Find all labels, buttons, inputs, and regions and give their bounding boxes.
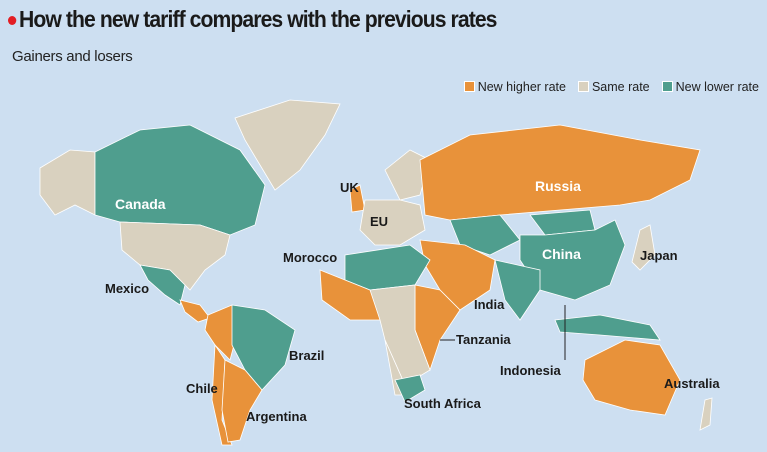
region-india: [494, 259, 541, 321]
label-tanzania: Tanzania: [456, 332, 511, 347]
chart-title: How the new tariff compares with the pre…: [8, 6, 497, 33]
region-usa: [119, 221, 231, 291]
label-japan: Japan: [640, 248, 678, 263]
region-mexico: [139, 264, 186, 306]
title-dot-icon: [8, 16, 17, 26]
subtitle: Gainers and losers: [12, 48, 133, 65]
legend-label: New lower rate: [675, 80, 759, 94]
label-eu: EU: [370, 214, 389, 229]
region-north-africa: [344, 244, 431, 291]
label-south-africa: South Africa: [404, 396, 481, 411]
legend-swatch-higher: [463, 81, 475, 92]
region-indonesia: [554, 314, 661, 341]
label-uk: UK: [340, 180, 359, 195]
region-australia: [582, 339, 681, 416]
label-india: India: [474, 297, 505, 312]
region-alaska: [39, 149, 96, 216]
label-canada: Canada: [115, 196, 166, 212]
label-chile: Chile: [186, 381, 218, 396]
label-indonesia: Indonesia: [500, 363, 561, 378]
region-brazil: [231, 304, 296, 391]
legend-label: Same rate: [591, 80, 650, 94]
region-greenland: [234, 99, 341, 191]
region-canada: [94, 124, 266, 236]
label-china: China: [542, 246, 581, 262]
region-south-africa: [394, 374, 426, 403]
label-australia: Australia: [664, 376, 720, 391]
region-eu: [359, 199, 426, 246]
label-brazil: Brazil: [289, 348, 325, 363]
region-central-america: [179, 299, 211, 323]
region-russia: [419, 124, 701, 221]
legend-swatch-lower: [661, 81, 673, 92]
region-japan: [631, 224, 656, 271]
label-russia: Russia: [535, 178, 581, 194]
legend-item-same: Same rate: [577, 80, 650, 94]
legend: New higher rate Same rate New lower rate: [463, 80, 759, 94]
label-morocco: Morocco: [283, 250, 338, 265]
legend-item-lower: New lower rate: [661, 80, 759, 94]
region-middle-east: [419, 239, 496, 311]
region-argentina: [221, 359, 263, 443]
region-new-zealand: [699, 397, 713, 431]
legend-label: New higher rate: [477, 80, 566, 94]
label-argentina: Argentina: [246, 409, 307, 424]
region-central-asia: [449, 214, 521, 256]
title-text: How the new tariff compares with the pre…: [19, 6, 497, 32]
legend-item-higher: New higher rate: [463, 80, 566, 94]
label-mexico: Mexico: [105, 281, 150, 296]
legend-swatch-same: [577, 81, 589, 92]
